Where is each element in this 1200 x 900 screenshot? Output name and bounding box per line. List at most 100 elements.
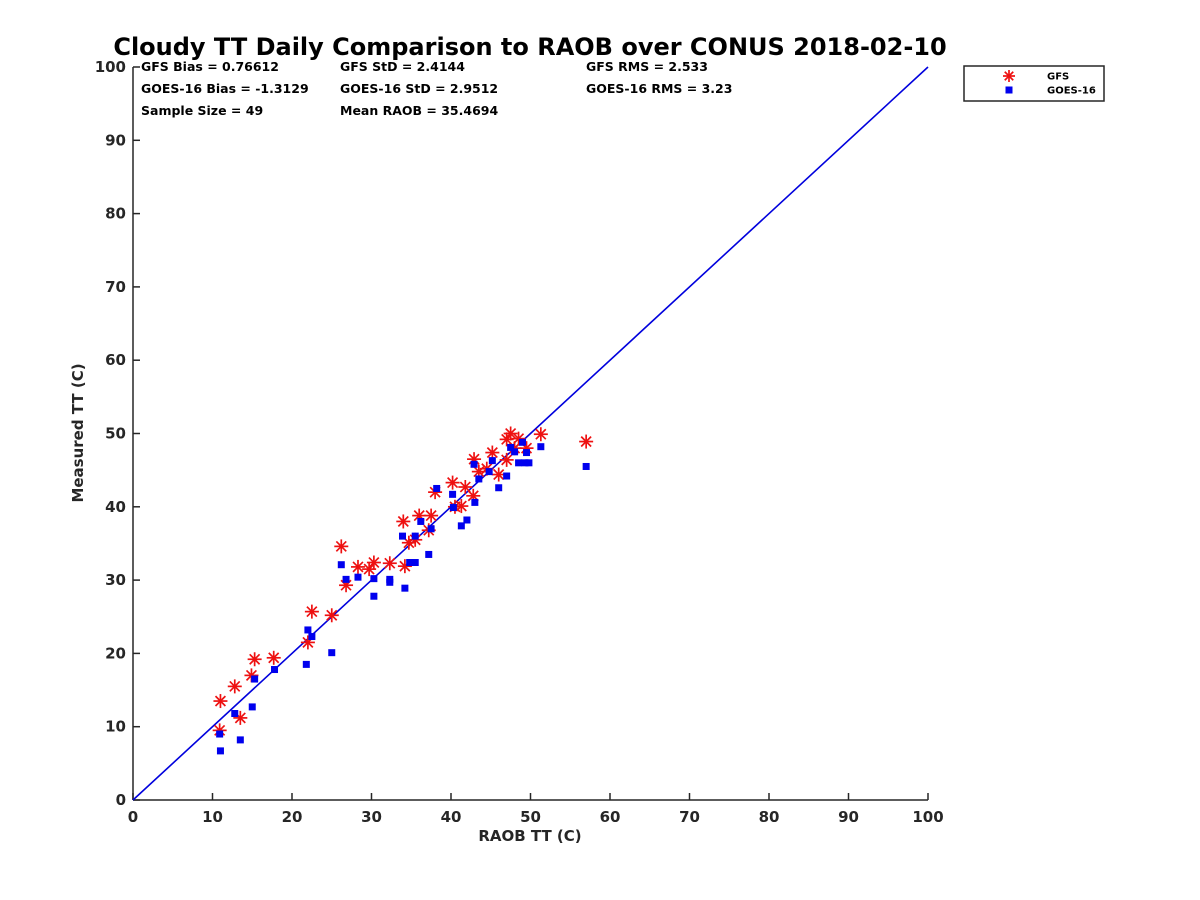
gfs-point [266,650,281,665]
statistic-text: GOES-16 Bias = -1.3129 [141,81,309,96]
x-tick-label: 0 [128,808,138,826]
goes-16-point [475,475,483,483]
data-points [212,426,594,755]
gfs-point [424,508,439,523]
goes-16-point [485,468,493,476]
gfs-point [213,694,228,709]
one-to-one-reference-line [132,66,929,801]
goes-16-point [449,504,457,512]
goes-16-point [503,472,511,480]
goes-16-point [521,459,529,467]
x-tick-label: 100 [912,808,943,826]
goes-16-point [308,633,316,641]
legend-goes-16-marker [1005,86,1013,94]
chart-title: Cloudy TT Daily Comparison to RAOB over … [113,33,946,61]
gfs-point [366,555,381,570]
goes-16-point [495,484,503,492]
goes-16-point [386,578,394,586]
y-tick-label: 90 [105,131,126,149]
goes-16-point [302,660,310,668]
goes-16-point [328,649,336,657]
x-tick-label: 50 [520,808,541,826]
y-tick-label: 40 [105,498,126,516]
goes-16-point [248,703,256,711]
gfs-point [579,434,594,449]
gfs-point [350,559,365,574]
goes-16-point [251,675,259,683]
axis-ticks: 0 10 20 30 40 50 60 70 80 90 100 0 10 20 30 40 50 60 70 80 9… [95,58,944,826]
statistic-text: Mean RAOB = 35.4694 [340,103,498,118]
goes-16-point [449,490,457,498]
y-tick-label: 70 [105,278,126,296]
goes-16-point [216,747,224,755]
statistic-text: GFS StD = 2.4144 [340,59,465,74]
legend-label: GFS [1047,72,1069,83]
goes-16-point [425,550,433,558]
x-tick-label: 30 [361,808,382,826]
gfs-point [485,445,500,460]
gfs-point [499,452,514,467]
goes-16-point [427,525,435,533]
statistic-text: GFS Bias = 0.76612 [141,59,279,74]
x-axis-label: RAOB TT (C) [478,827,581,845]
y-tick-label: 80 [105,205,126,223]
legend-box [963,65,1105,102]
goes-16-point [488,457,496,465]
x-tick-label: 60 [600,808,621,826]
goes-16-point [511,448,519,456]
goes-16-point [537,443,545,451]
goes-16-point [370,575,378,583]
gfs-point [382,556,397,571]
gfs-point [324,608,339,623]
goes-16-point [236,736,244,744]
goes-16-point [507,443,515,451]
y-tick-label: 0 [116,791,126,809]
goes-16-point [525,459,533,467]
x-tick-label: 20 [282,808,303,826]
y-axis-label: Measured TT (C) [69,363,87,502]
legend-gfs-marker [1003,70,1015,82]
goes-16-point [216,730,224,738]
statistics-block: GFS Bias = 0.76612 GFS StD = 2.4144 GFS RM… [141,59,732,118]
goes-16-point [337,561,345,569]
goes-16-point [411,532,419,540]
goes-16-point [471,498,479,506]
goes-16-point [417,517,425,525]
goes-16-point [271,666,279,674]
goes-16-point [354,573,362,581]
goes-16-point [582,462,590,470]
y-tick-label: 20 [105,644,126,662]
goes-16-point [411,559,419,567]
goes-16-point [433,484,441,492]
x-tick-label: 40 [441,808,462,826]
gfs-point [334,539,349,554]
gfs-point [503,426,518,441]
statistic-text: GFS RMS = 2.533 [586,59,708,74]
goes-16-point [519,438,527,446]
gfs-point [396,514,411,529]
gfs-point [533,427,548,442]
goes-16-point [406,559,414,567]
goes-16-point [231,710,239,718]
x-tick-label: 80 [759,808,780,826]
statistic-text: Sample Size = 49 [141,103,263,118]
legend-entries: GFS GOES-16 [1003,70,1096,97]
goes-16-point [470,460,478,468]
goes-16-point [523,449,531,457]
x-tick-label: 70 [679,808,700,826]
goes-16-point [399,532,407,540]
goes-16-point [401,584,409,592]
y-tick-label: 30 [105,571,126,589]
legend: GFS GOES-16 [963,65,1105,102]
x-tick-label: 90 [838,808,859,826]
goes-16-point [457,522,465,530]
gfs-point [458,480,473,495]
gfs-point [247,652,262,667]
plot-area: 0 10 20 30 40 50 60 70 80 90 100 0 10 20 30 40 50 60 70 80 9… [95,58,944,826]
goes-16-point [342,575,350,583]
gfs-point [445,475,460,490]
statistic-text: GOES-16 RMS = 3.23 [586,81,732,96]
y-tick-label: 10 [105,718,126,736]
goes-16-point [463,516,471,524]
